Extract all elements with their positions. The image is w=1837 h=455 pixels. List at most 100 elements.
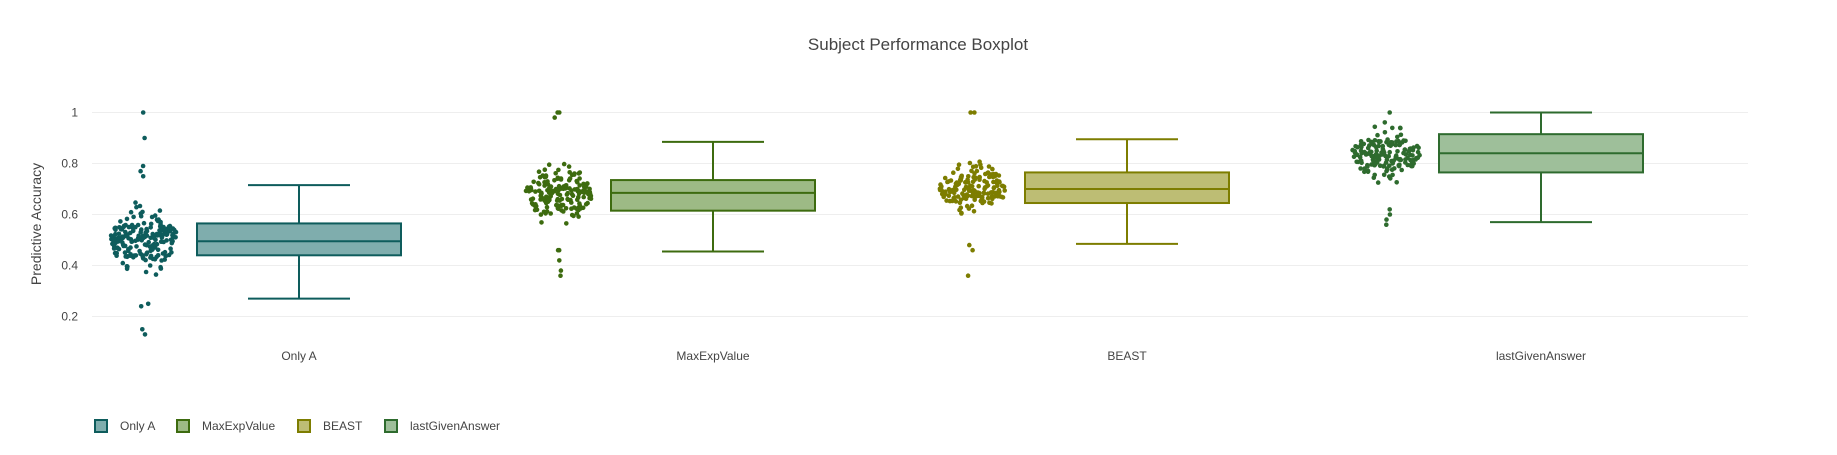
data-point (942, 175, 948, 181)
data-point (140, 110, 146, 115)
legend-item-lastgivenanswer[interactable]: lastGivenAnswer (384, 419, 500, 433)
data-point (123, 229, 128, 235)
x-axis-ticks: Only A MaxExpValue BEAST lastGivenAnswer (281, 349, 1586, 363)
data-point (533, 189, 538, 194)
data-point (1390, 125, 1395, 131)
data-point (937, 187, 943, 193)
data-point (545, 179, 550, 184)
data-point (1395, 134, 1400, 140)
data-point (984, 184, 990, 189)
data-point (128, 209, 134, 215)
data-point (999, 194, 1004, 200)
data-point (948, 178, 954, 183)
data-point (991, 171, 996, 177)
x-tick-label: lastGivenAnswer (1496, 349, 1586, 363)
data-point (964, 192, 970, 197)
data-point (581, 184, 587, 189)
data-point (138, 304, 144, 309)
data-point (141, 220, 147, 226)
data-point (574, 211, 580, 216)
data-point (1388, 143, 1393, 149)
data-point (1402, 147, 1408, 152)
legend[interactable]: Only A MaxExpValue BEAST lastGivenAnswer (94, 419, 500, 433)
data-point (1384, 217, 1389, 222)
data-point (540, 173, 546, 178)
data-point (969, 203, 975, 208)
data-point (555, 247, 561, 253)
data-point (1370, 157, 1376, 162)
data-point (561, 161, 567, 167)
data-point (544, 194, 549, 200)
chart-title: Subject Performance Boxplot (808, 35, 1028, 54)
legend-swatch (176, 419, 190, 433)
data-point (158, 266, 164, 271)
data-point (951, 190, 957, 196)
data-point (1352, 150, 1358, 155)
data-point (1394, 180, 1399, 185)
data-point (968, 110, 973, 115)
data-point (1372, 172, 1377, 178)
data-point (123, 254, 128, 259)
data-point (1384, 222, 1389, 227)
legend-item-only a[interactable]: Only A (94, 419, 155, 433)
box-only a (196, 184, 402, 300)
data-point (168, 246, 173, 251)
data-point (564, 221, 569, 226)
data-point (173, 235, 178, 240)
data-point (559, 202, 564, 208)
boxes (196, 111, 1644, 300)
data-point (131, 214, 136, 220)
legend-item-beast[interactable]: BEAST (297, 419, 363, 433)
data-point (1415, 149, 1421, 155)
data-point (957, 207, 962, 213)
data-point (543, 200, 549, 206)
data-point (533, 203, 539, 209)
data-point (143, 269, 149, 275)
data-point (953, 199, 959, 204)
data-point (570, 193, 576, 198)
data-point (532, 207, 538, 213)
legend-swatch (384, 419, 398, 433)
data-point (112, 226, 117, 231)
data-point (140, 233, 146, 239)
data-point (946, 186, 952, 192)
data-point (140, 174, 146, 179)
data-point (135, 222, 141, 228)
data-point (990, 166, 995, 172)
data-point (987, 174, 992, 180)
data-point (173, 229, 179, 235)
data-point (990, 196, 995, 202)
data-point (146, 239, 151, 245)
data-point (1407, 146, 1413, 152)
data-point (567, 176, 573, 181)
data-point (1380, 143, 1386, 149)
data-point (588, 193, 594, 199)
data-point (972, 197, 977, 203)
data-point (574, 187, 580, 192)
data-point (1398, 125, 1403, 131)
data-point (558, 273, 563, 279)
data-point (1357, 154, 1363, 160)
data-point (981, 191, 987, 196)
data-point (1384, 166, 1390, 171)
data-point (577, 176, 582, 181)
data-point (976, 183, 981, 189)
data-point (153, 237, 158, 243)
data-point (1355, 144, 1360, 150)
data-point (557, 192, 563, 198)
legend-item-maxexpvalue[interactable]: MaxExpValue (176, 419, 275, 433)
data-point (1390, 172, 1395, 178)
data-point (1389, 167, 1395, 172)
data-point (569, 212, 575, 218)
data-point (585, 200, 590, 206)
data-point (584, 181, 590, 186)
data-point (115, 245, 120, 251)
data-point (1378, 139, 1383, 144)
data-point (1382, 120, 1388, 125)
data-point (531, 179, 536, 185)
data-point (159, 235, 165, 240)
data-point (1358, 166, 1363, 171)
data-point (1389, 158, 1394, 164)
data-point (983, 171, 988, 177)
